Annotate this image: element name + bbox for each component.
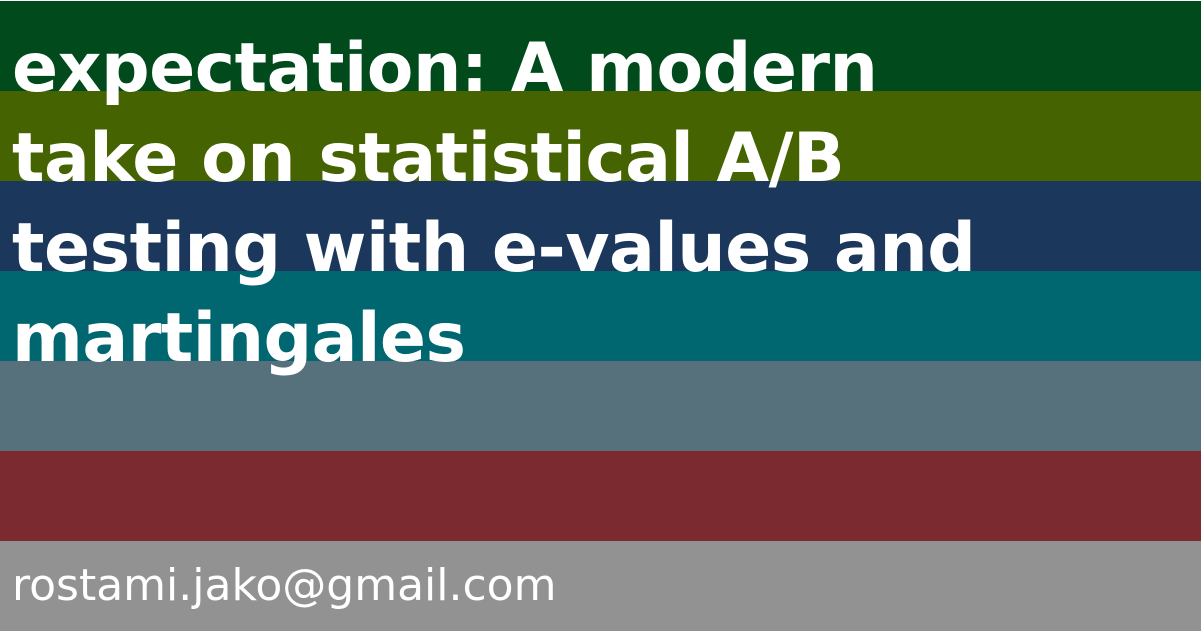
stripe-1 — [0, 1, 1201, 91]
title-line-3: testing with e-values and — [12, 209, 976, 288]
stripe-4 — [0, 271, 1201, 361]
stripe-5 — [0, 361, 1201, 451]
title-line-1: expectation: A modern — [12, 29, 878, 108]
title-line-4: martingales — [12, 299, 466, 378]
stripe-3 — [0, 181, 1201, 271]
stripe-6 — [0, 451, 1201, 541]
stripe-2 — [0, 91, 1201, 181]
author-email: rostami.jako@gmail.com — [12, 560, 557, 611]
stripe-7 — [0, 541, 1201, 631]
title-line-2: take on statistical A/B — [12, 119, 845, 198]
page-title: expectation: A modern take on statistica… — [12, 24, 1182, 384]
